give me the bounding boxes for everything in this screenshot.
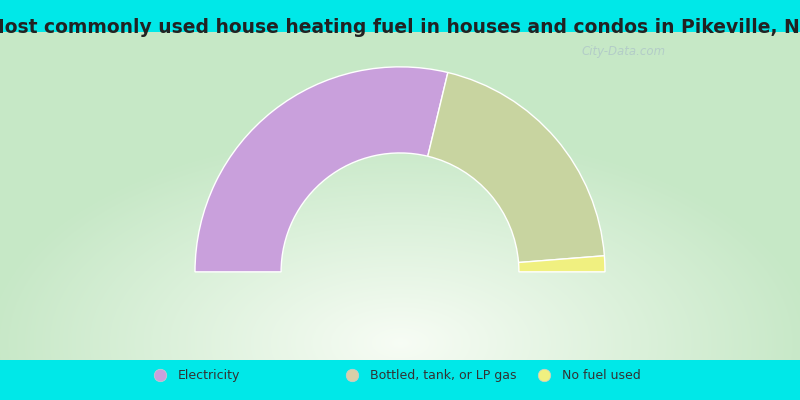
Wedge shape <box>428 72 604 262</box>
Text: No fuel used: No fuel used <box>562 368 640 382</box>
Text: Electricity: Electricity <box>178 368 240 382</box>
Text: Most commonly used house heating fuel in houses and condos in Pikeville, NC: Most commonly used house heating fuel in… <box>0 18 800 37</box>
Text: Bottled, tank, or LP gas: Bottled, tank, or LP gas <box>370 368 516 382</box>
Wedge shape <box>518 256 605 272</box>
Wedge shape <box>195 67 448 272</box>
Text: City-Data.com: City-Data.com <box>582 45 666 58</box>
